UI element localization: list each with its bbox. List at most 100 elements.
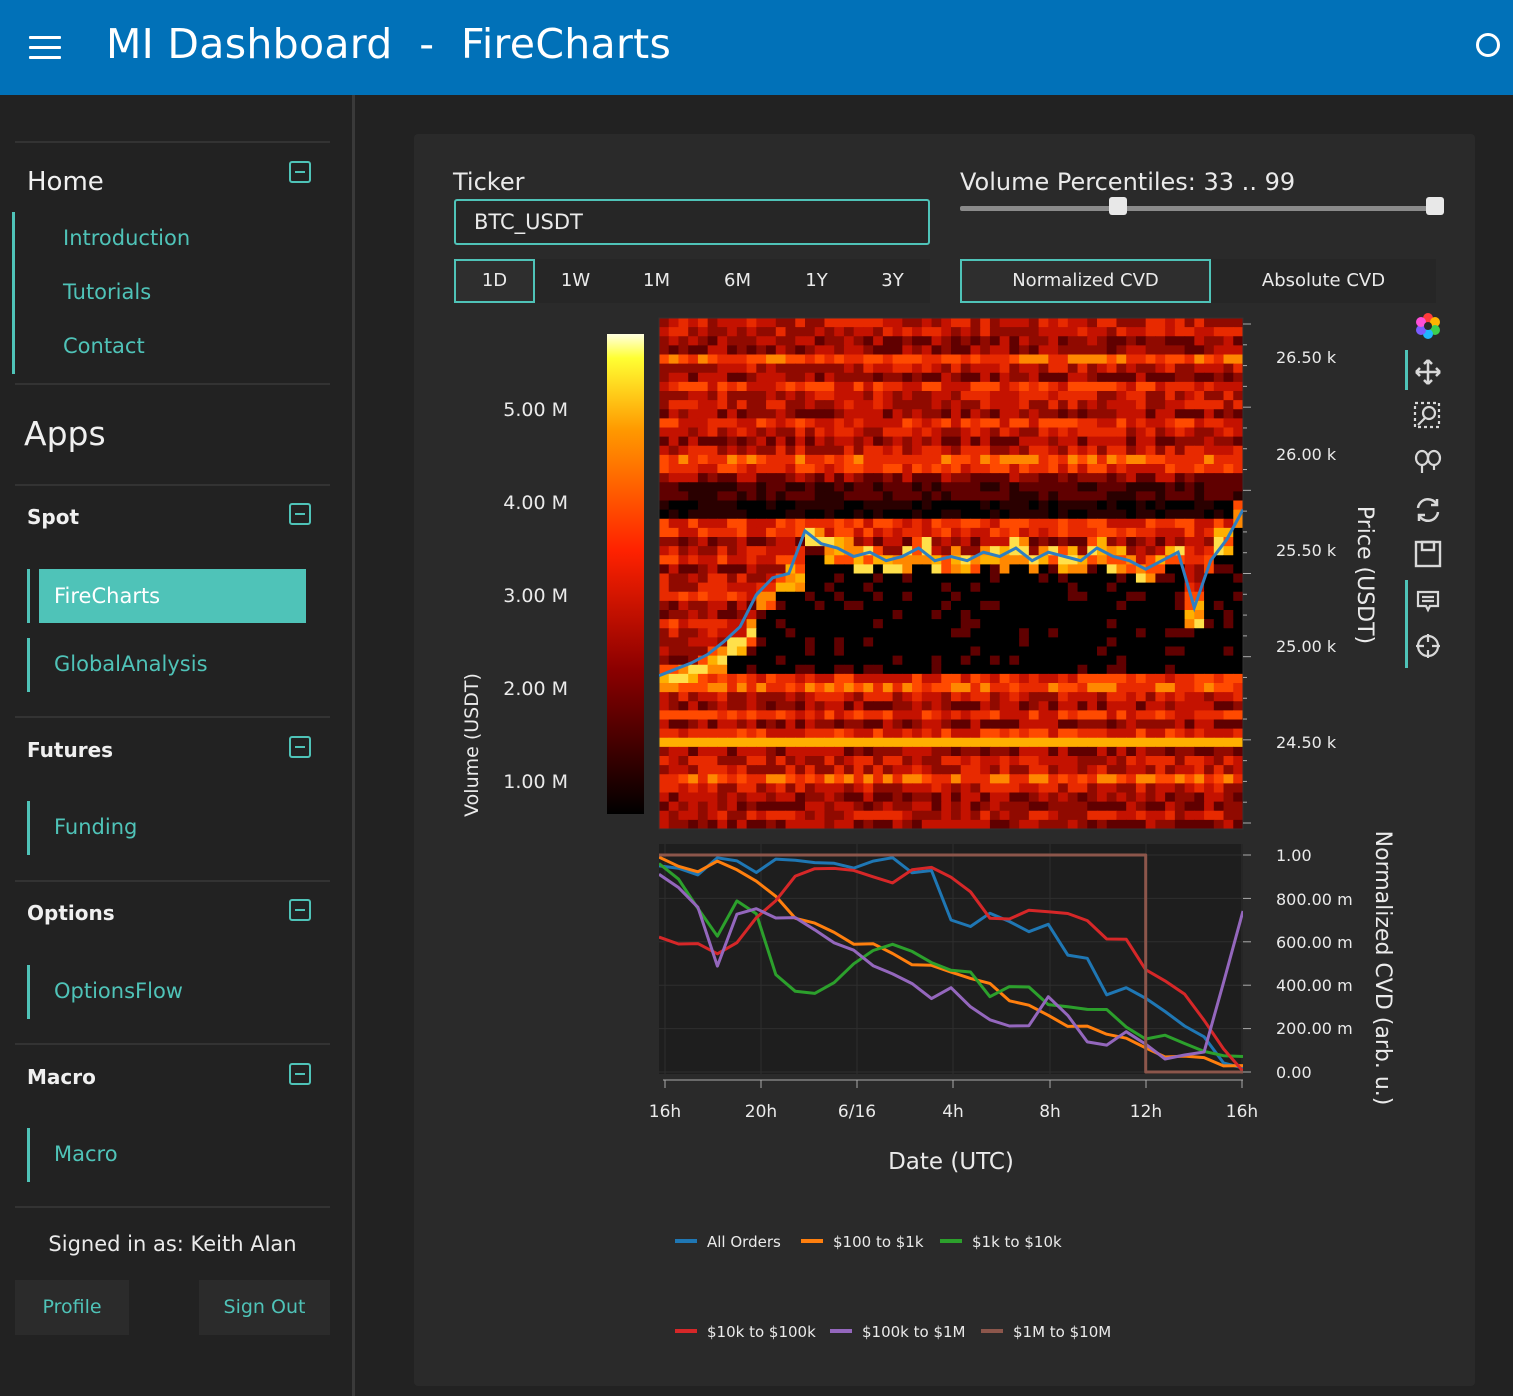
menu-icon[interactable] bbox=[29, 36, 61, 60]
cvd-tick: 600.00 m bbox=[1276, 933, 1353, 952]
logo-icon[interactable] bbox=[1412, 310, 1444, 342]
legend-label: $100k to $1M bbox=[862, 1323, 966, 1341]
price-tick: 26.00 k bbox=[1276, 445, 1337, 464]
sidebar-item-tutorials[interactable]: Tutorials bbox=[63, 280, 152, 304]
ticker-input[interactable]: BTC_USDT bbox=[454, 199, 930, 245]
legend-1m-to-10m[interactable]: $1M to $10M bbox=[981, 1323, 1111, 1341]
tab-6m[interactable]: 6M bbox=[724, 270, 751, 291]
collapse-futures-button[interactable] bbox=[289, 736, 311, 758]
signed-in-text: Signed in as: Keith Alan bbox=[48, 1232, 297, 1256]
price-tick: 25.00 k bbox=[1276, 637, 1337, 656]
volume-heatmap[interactable] bbox=[659, 318, 1244, 830]
modebar-accent bbox=[1405, 350, 1408, 390]
legend-10k-to-100k[interactable]: $10k to $100k bbox=[675, 1323, 816, 1341]
collapse-spot-button[interactable] bbox=[289, 503, 311, 525]
legend-label: $100 to $1k bbox=[833, 1233, 924, 1251]
legend-swatch bbox=[801, 1239, 823, 1243]
sidebar-item-optionsflow[interactable]: OptionsFlow bbox=[54, 979, 183, 1003]
price-tick: 26.50 k bbox=[1276, 348, 1337, 367]
modebar-accent bbox=[1405, 580, 1408, 668]
section-title-options: Options bbox=[27, 901, 115, 925]
futures-nav-line bbox=[27, 801, 30, 855]
top-app-bar: MI Dashboard - FireCharts bbox=[0, 0, 1513, 95]
divider bbox=[15, 716, 330, 718]
lasso-icon[interactable] bbox=[1412, 446, 1444, 478]
cvd-tick: 400.00 m bbox=[1276, 976, 1353, 995]
status-circle-icon[interactable] bbox=[1476, 33, 1500, 57]
divider bbox=[15, 1206, 330, 1208]
sidebar-item-funding[interactable]: Funding bbox=[54, 815, 138, 839]
sign-out-button[interactable]: Sign Out bbox=[199, 1280, 330, 1335]
divider bbox=[15, 383, 330, 385]
x-axis-title: Date (UTC) bbox=[888, 1149, 1014, 1175]
pan-icon[interactable] bbox=[1412, 356, 1444, 388]
divider bbox=[15, 484, 330, 486]
reset-axes-icon[interactable] bbox=[1412, 494, 1444, 526]
legend-1k-to-10k[interactable]: $1k to $10k bbox=[940, 1233, 1062, 1251]
price-line[interactable] bbox=[659, 508, 1243, 678]
tab-absolute-cvd[interactable]: Absolute CVD bbox=[1261, 270, 1386, 291]
divider bbox=[15, 880, 330, 882]
legend-100-to-1k[interactable]: $100 to $1k bbox=[801, 1233, 924, 1251]
volume-percentiles-label: Volume Percentiles: 33 .. 99 bbox=[960, 168, 1296, 196]
cvd-tick: 0.00 bbox=[1276, 1063, 1312, 1082]
sidebar-item-globalanalysis[interactable]: GlobalAnalysis bbox=[54, 652, 208, 676]
tab-1y[interactable]: 1Y bbox=[805, 270, 828, 291]
cvd-axis-title: Normalized CVD (arb. u.) bbox=[1370, 831, 1395, 1106]
tab-1w[interactable]: 1W bbox=[560, 270, 591, 291]
price-tick: 25.50 k bbox=[1276, 541, 1337, 560]
zoom-icon[interactable] bbox=[1412, 400, 1444, 432]
volume-slider-high-handle[interactable] bbox=[1426, 197, 1445, 215]
sidebar-item-macro[interactable]: Macro bbox=[54, 1142, 118, 1166]
sidebar bbox=[0, 95, 352, 1396]
colorbar-tick: 4.00 M bbox=[503, 492, 568, 514]
legend-100k-to-1m[interactable]: $100k to $1M bbox=[830, 1323, 965, 1341]
colorbar-tick: 3.00 M bbox=[503, 585, 568, 607]
legend-all-orders[interactable]: All Orders bbox=[675, 1233, 781, 1251]
legend-swatch bbox=[675, 1239, 697, 1243]
legend-label: All Orders bbox=[707, 1233, 781, 1251]
legend-label: $1M to $10M bbox=[1013, 1323, 1112, 1341]
macro-nav-line bbox=[27, 1128, 30, 1182]
spot-nav-line bbox=[27, 638, 30, 692]
volume-slider-low-handle[interactable] bbox=[1109, 197, 1128, 215]
colorbar-tick: 5.00 M bbox=[503, 399, 568, 421]
tab-3y[interactable]: 3Y bbox=[881, 270, 904, 291]
sidebar-item-contact[interactable]: Contact bbox=[63, 334, 145, 358]
section-title-futures: Futures bbox=[27, 738, 114, 762]
volume-slider-track[interactable] bbox=[960, 206, 1440, 211]
divider bbox=[15, 1043, 330, 1045]
colorbar bbox=[607, 334, 644, 814]
colorbar-tick: 2.00 M bbox=[503, 678, 568, 700]
hover-compare-icon[interactable] bbox=[1412, 586, 1444, 618]
x-tick: 8h bbox=[1039, 1102, 1061, 1122]
collapse-macro-button[interactable] bbox=[289, 1063, 311, 1085]
tab-1d[interactable]: 1D bbox=[454, 259, 535, 303]
save-icon[interactable] bbox=[1412, 538, 1444, 570]
sidebar-item-firecharts[interactable]: FireCharts bbox=[39, 569, 306, 623]
collapse-options-button[interactable] bbox=[289, 899, 311, 921]
spike-lines-icon[interactable] bbox=[1412, 630, 1444, 662]
cvd-tick: 1.00 bbox=[1276, 846, 1312, 865]
legend-label: $1k to $10k bbox=[972, 1233, 1062, 1251]
tab-1m[interactable]: 1M bbox=[643, 270, 670, 291]
collapse-home-button[interactable] bbox=[289, 161, 311, 183]
colorbar-tick: 1.00 M bbox=[503, 771, 568, 793]
x-tick: 16h bbox=[649, 1102, 681, 1122]
home-nav-line bbox=[12, 212, 15, 374]
section-title-home: Home bbox=[27, 167, 104, 197]
legend-swatch bbox=[940, 1239, 962, 1243]
colorbar-title: Volume (USDT) bbox=[461, 673, 483, 817]
sidebar-divider bbox=[352, 95, 355, 1396]
sidebar-item-introduction[interactable]: Introduction bbox=[63, 226, 191, 250]
x-tick: 20h bbox=[745, 1102, 777, 1122]
divider bbox=[15, 141, 330, 143]
x-tick: 12h bbox=[1130, 1102, 1162, 1122]
tab-normalized-cvd[interactable]: Normalized CVD bbox=[960, 259, 1211, 303]
profile-button[interactable]: Profile bbox=[15, 1280, 129, 1335]
ticker-label: Ticker bbox=[453, 168, 525, 196]
x-tick: 6/16 bbox=[838, 1102, 876, 1122]
app-title: MI Dashboard - FireCharts bbox=[106, 20, 672, 68]
cvd-line-5[interactable] bbox=[659, 853, 1243, 1074]
